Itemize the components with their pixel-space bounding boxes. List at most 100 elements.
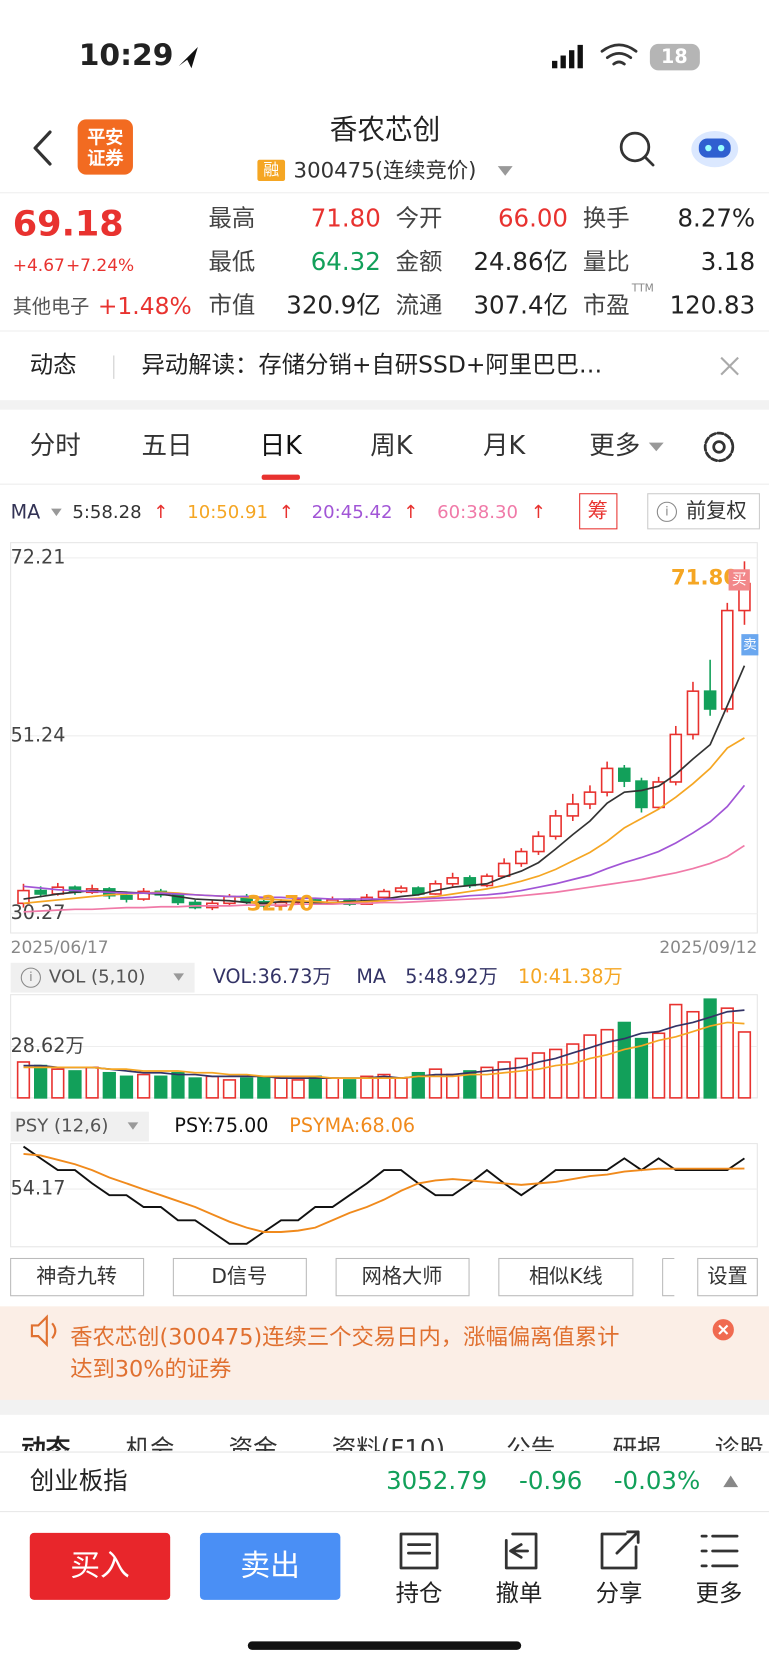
- candle-body: [497, 862, 511, 877]
- wifi-icon: [600, 43, 638, 66]
- sector[interactable]: 其他电子: [13, 295, 90, 318]
- up-arrow: ↑: [279, 502, 294, 523]
- section-tab[interactable]: 研报: [613, 1434, 662, 1463]
- candle-body: [120, 894, 133, 900]
- volume-bar: [686, 1010, 700, 1099]
- stock-code[interactable]: 300475(连续竞价): [294, 158, 477, 183]
- vol-legend: VOL (5,10): [49, 967, 145, 988]
- sell-marker-text: 卖: [743, 637, 757, 653]
- vol-ma-label: MA: [356, 965, 386, 988]
- volume-bar: [205, 1075, 219, 1099]
- search-button[interactable]: [619, 131, 655, 167]
- period-tab[interactable]: 月K: [483, 431, 527, 461]
- action-label: 更多: [696, 1579, 743, 1607]
- candle-body: [17, 889, 30, 905]
- candle-body: [669, 733, 683, 783]
- logo-text: 证券: [87, 148, 124, 170]
- cancel-icon[interactable]: [504, 1532, 538, 1570]
- action-label: 撤单: [496, 1579, 543, 1607]
- vol-legend-box[interactable]: [10, 962, 195, 993]
- volume-bar: [188, 1077, 202, 1099]
- stat-label: 换手: [583, 204, 630, 232]
- line-ma60: [23, 844, 745, 913]
- volume-bar: [377, 1073, 391, 1099]
- section-tab[interactable]: 动态: [21, 1434, 70, 1463]
- news-text[interactable]: 异动解读：存储分销+自研SSD+阿里巴巴…: [141, 351, 602, 379]
- volume-bar: [257, 1075, 271, 1099]
- tool-button[interactable]: [172, 1257, 307, 1297]
- chips-button[interactable]: [579, 493, 618, 530]
- holdings-icon[interactable]: [399, 1532, 439, 1570]
- alert-banner: [0, 1306, 769, 1400]
- volume-bar: [360, 1075, 374, 1099]
- battery-level: 18: [661, 45, 688, 68]
- sell-button[interactable]: [199, 1532, 341, 1600]
- volume-bar: [617, 1021, 631, 1099]
- period-tab[interactable]: 五日: [141, 431, 192, 461]
- tool-button[interactable]: [697, 1257, 758, 1297]
- period-tab-active[interactable]: 日K: [260, 431, 304, 461]
- more-icon[interactable]: [700, 1534, 739, 1568]
- price-change: +4.67: [13, 256, 65, 276]
- section-tab[interactable]: 机会: [126, 1434, 175, 1463]
- alert-text: 达到30%的证券: [70, 1357, 231, 1383]
- volume-bar: [566, 1043, 580, 1099]
- volume-bar: [240, 1077, 254, 1099]
- stat-label: 市值: [208, 291, 255, 319]
- candle-body: [137, 890, 150, 900]
- news-tag: 动态: [30, 351, 77, 379]
- tool-button-partial: [662, 1257, 675, 1297]
- assistant-button[interactable]: [691, 131, 739, 168]
- stat-value: 64.32: [311, 247, 381, 276]
- period-tab[interactable]: 分时: [30, 431, 81, 461]
- tool-button[interactable]: [498, 1257, 634, 1297]
- candle-body: [549, 815, 562, 838]
- section-tab[interactable]: 公告: [506, 1434, 555, 1463]
- stat-label: 流通: [396, 291, 443, 319]
- settings-button[interactable]: [703, 431, 735, 463]
- buy-button[interactable]: [29, 1532, 171, 1600]
- adjust-button[interactable]: [647, 493, 760, 530]
- buy-label: 买入: [70, 1548, 130, 1583]
- up-arrow: ↑: [403, 502, 418, 523]
- dropdown-arrow: [127, 1122, 139, 1130]
- candle-body: [394, 887, 408, 893]
- back-button[interactable]: [33, 130, 52, 166]
- stat-value: 24.86亿: [474, 247, 568, 276]
- volume-bar: [102, 1071, 116, 1099]
- adjust-text: 前复权: [686, 498, 747, 522]
- gap: [0, 400, 769, 410]
- info-icon: [656, 501, 677, 522]
- candle-body: [583, 791, 597, 805]
- period-tab[interactable]: 周K: [370, 431, 414, 461]
- stat-label: 最低: [208, 247, 255, 275]
- section-tab[interactable]: 资料(F10): [332, 1434, 445, 1463]
- ma-legend[interactable]: MA: [11, 500, 41, 523]
- section-tab[interactable]: 诊股: [715, 1434, 764, 1463]
- volume-bar: [480, 1066, 494, 1099]
- index-value: 3052.79: [386, 1466, 487, 1495]
- tab-indicator: [261, 474, 300, 480]
- period-tab[interactable]: 更多: [589, 431, 640, 461]
- section-tab[interactable]: 资金: [229, 1434, 278, 1463]
- volume-bar: [497, 1061, 511, 1099]
- volume-bar: [308, 1075, 322, 1099]
- stat-label: 金额: [396, 247, 443, 275]
- stat-value: 320.9亿: [286, 291, 380, 320]
- y-tick-label: 72.21: [11, 545, 66, 568]
- info-glyph: i: [29, 970, 33, 985]
- volume-bar: [325, 1077, 340, 1099]
- close-news[interactable]: [720, 356, 739, 376]
- tool-button[interactable]: [10, 1257, 145, 1297]
- psyma-value: PSYMA:68.06: [289, 1114, 415, 1137]
- psy-legend-box[interactable]: [10, 1111, 149, 1142]
- index-change: -0.96: [519, 1466, 582, 1495]
- tool-button[interactable]: [335, 1257, 470, 1297]
- expand-arrow[interactable]: [723, 1475, 739, 1488]
- share-icon[interactable]: [600, 1530, 640, 1570]
- dropdown-arrow: [497, 166, 513, 176]
- candle-body: [686, 690, 700, 736]
- ma-value: 20:45.42: [312, 502, 393, 523]
- index-name[interactable]: 创业板指: [30, 1466, 128, 1495]
- info-icon: [20, 967, 41, 988]
